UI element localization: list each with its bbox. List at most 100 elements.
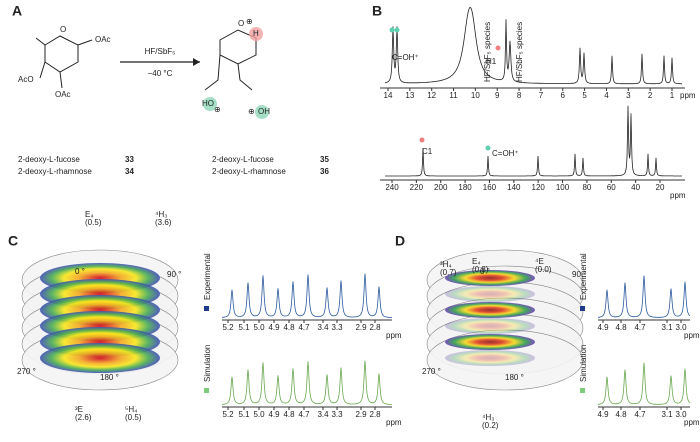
h1-tick-label: 3 <box>626 91 631 100</box>
h1-tick-label: 5 <box>582 91 587 100</box>
arrow-head <box>193 58 200 66</box>
tick-label: 4.7 <box>298 323 310 332</box>
axis-unit: ppm <box>670 191 686 200</box>
c13-tick-label: 120 <box>532 183 546 192</box>
atom-label: ⊕ <box>248 107 255 116</box>
axis-unit: ppm <box>386 331 402 340</box>
density-blob <box>445 334 535 350</box>
highlight-oh <box>203 97 217 111</box>
angle-label: 0 ° <box>75 267 85 276</box>
conformer-label: E₄ <box>472 257 481 266</box>
legend-square <box>580 388 585 393</box>
atom-label: OAc <box>55 90 71 99</box>
conformer-value: (0.2) <box>482 421 499 430</box>
compound-name: 2-deoxy-L-rhamnose <box>18 167 92 176</box>
conformer-value: (0.5) <box>125 413 142 422</box>
tick-label: 2.9 <box>355 323 367 332</box>
tick-label: 4.8 <box>615 410 627 419</box>
c13-tick-label: 240 <box>385 183 399 192</box>
conformer-value: (2.6) <box>75 413 92 422</box>
tick-label: 4.9 <box>597 323 609 332</box>
nmr-trace <box>222 273 392 318</box>
conformer-value: (0.5) <box>85 218 102 227</box>
conformer-label: E₄ <box>85 210 94 219</box>
tick-label: 5.1 <box>238 323 250 332</box>
c13-tick-label: 60 <box>607 183 616 192</box>
tick-label: 3.1 <box>661 410 673 419</box>
panel-label: B <box>372 3 382 19</box>
h1-tick-label: 7 <box>539 91 544 100</box>
h1-tick-label: 10 <box>471 91 480 100</box>
axis-unit: ppm <box>684 418 700 427</box>
compound-number: 35 <box>320 155 329 164</box>
density-blob <box>445 270 535 286</box>
spectrum-label: Simulation <box>579 345 588 382</box>
tick-label: 5.0 <box>253 410 265 419</box>
h1-tick-label: 12 <box>427 91 436 100</box>
tick-label: 4.8 <box>615 323 627 332</box>
compound-name: 2-deoxy-L-fucose <box>212 155 274 164</box>
conformer-label: ⁵H₄ <box>125 405 137 414</box>
density-blob <box>445 318 535 334</box>
tick-label: 2.9 <box>355 410 367 419</box>
conformer-label: ³E <box>75 405 83 414</box>
tick-label: 3.0 <box>675 323 687 332</box>
axis-unit: ppm <box>684 331 700 340</box>
tick-label: 5.2 <box>222 410 234 419</box>
compound-number: 36 <box>320 167 329 176</box>
c13-spectrum <box>385 105 682 177</box>
compound-number: 33 <box>125 155 134 164</box>
atom-label: AcO <box>18 75 34 84</box>
angle-label: 180 ° <box>505 373 524 382</box>
panel-label: A <box>12 3 22 19</box>
tick-label: 2.8 <box>369 410 381 419</box>
h1-spectrum <box>384 6 682 85</box>
c13-tick-label: 180 <box>458 183 472 192</box>
scheme-drawing <box>35 27 269 119</box>
marker <box>394 27 400 33</box>
highlight-h <box>249 27 263 41</box>
tick-label: 4.9 <box>597 410 609 419</box>
tick-label: 4.9 <box>268 410 280 419</box>
h1-tick-label: 4 <box>604 91 609 100</box>
tick-label: 5.1 <box>238 410 250 419</box>
tick-label: 3.4 <box>317 410 329 419</box>
h1-tick-label: 14 <box>384 91 393 100</box>
angle-label: 180 ° <box>100 373 119 382</box>
legend-square <box>204 388 209 393</box>
h1-tick-label: 6 <box>561 91 566 100</box>
angle-label: 90 ° <box>572 270 586 279</box>
angle-label: 270 ° <box>422 367 441 376</box>
density-blob <box>40 343 160 373</box>
legend-square <box>204 306 209 311</box>
angle-label: 90 ° <box>167 270 181 279</box>
angle-label: 0 ° <box>480 267 490 276</box>
conformer-label: ⁴H₃ <box>482 413 494 422</box>
legend-square <box>580 306 585 311</box>
conformer-value: (0.8) <box>472 265 489 274</box>
c13-tick-label: 100 <box>556 183 570 192</box>
tick-label: 5.2 <box>222 323 234 332</box>
c13-tick-label: 40 <box>631 183 640 192</box>
c13-tick-label: 200 <box>434 183 448 192</box>
tick-label: 5.0 <box>253 323 265 332</box>
tick-label: 4.8 <box>283 323 295 332</box>
nmr-trace <box>597 362 691 405</box>
tick-label: 3.1 <box>661 323 673 332</box>
c13-tick-label: 160 <box>483 183 497 192</box>
spectrum-label: Simulation <box>203 345 212 382</box>
annotation: C=OH⁺ <box>492 149 519 158</box>
tick-label: 3.3 <box>331 323 343 332</box>
c13-tick-label: 80 <box>582 183 591 192</box>
conformer-label: ⁴H₃ <box>155 210 167 219</box>
c13-tick-label: 140 <box>507 183 521 192</box>
tick-label: 2.8 <box>369 323 381 332</box>
atom-label: OH <box>258 107 270 116</box>
compound-name: 2-deoxy-L-fucose <box>18 155 80 164</box>
tick-label: 3.0 <box>675 410 687 419</box>
conformer-value: (3.6) <box>155 218 172 227</box>
angle-label: 270 ° <box>17 367 36 376</box>
axis-unit: ppm <box>386 418 402 427</box>
panel-label: D <box>395 233 405 249</box>
conformer-label: ⁴E <box>535 257 544 266</box>
